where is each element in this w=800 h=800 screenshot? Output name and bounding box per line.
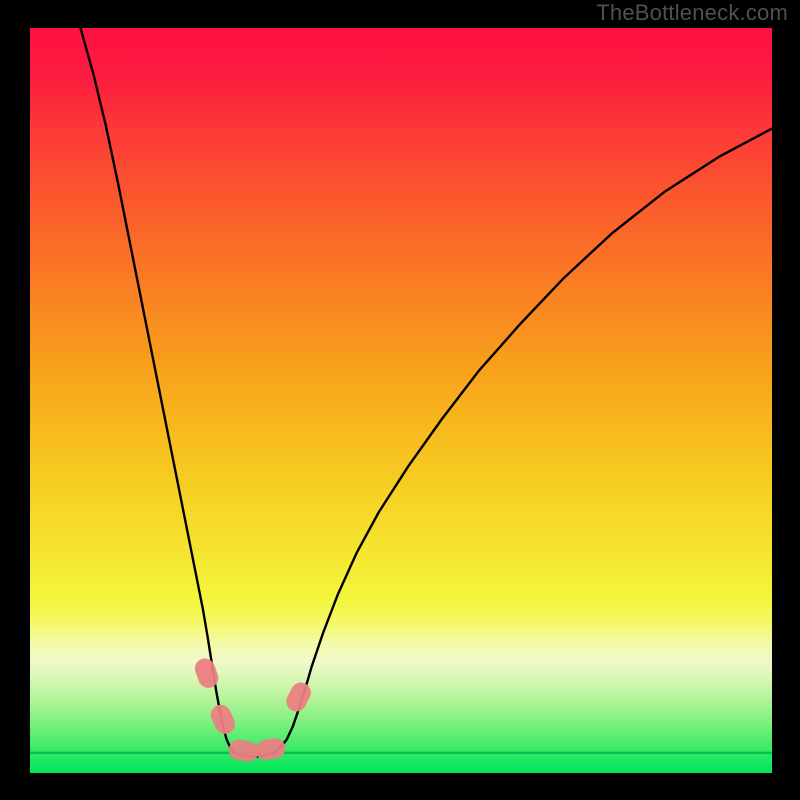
plot-background-gradient <box>30 28 772 773</box>
chart-canvas: TheBottleneck.com <box>0 0 800 800</box>
watermark-text: TheBottleneck.com <box>596 0 788 26</box>
bottleneck-plot-svg <box>0 0 800 800</box>
